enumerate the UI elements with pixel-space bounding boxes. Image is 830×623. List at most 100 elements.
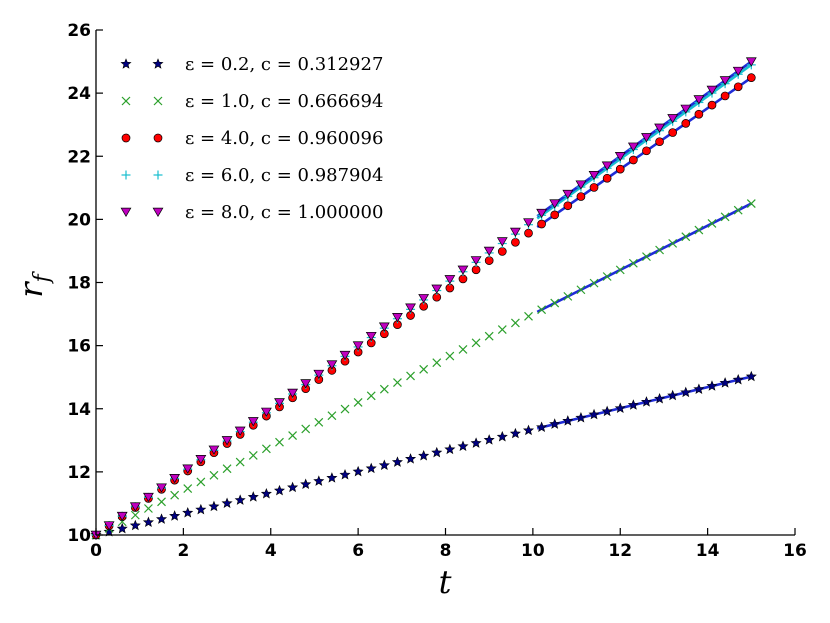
point-4-28: [457, 265, 469, 275]
point-1-7: [183, 484, 193, 494]
point-0-1: [103, 526, 115, 537]
point-4-38: [588, 170, 600, 181]
point-0-19: [339, 468, 351, 480]
point-2-42: [642, 146, 651, 156]
fit-line-1: [536, 202, 752, 314]
point-1-24-stroke-b: [406, 371, 415, 381]
point-0-26: [431, 446, 443, 458]
point-1-23: [393, 378, 402, 387]
point-1-5: [157, 497, 166, 507]
fit-line-3: [536, 63, 753, 220]
legend-marker-1-a: [121, 96, 131, 106]
point-0-14: [273, 484, 286, 496]
point-1-45-stroke-b: [681, 232, 691, 242]
legend-entry-0: ε = 0.2, c = 0.312927: [120, 54, 383, 75]
point-1-10: [222, 464, 232, 474]
point-0-41: [627, 399, 639, 410]
legend-entry-3: ε = 6.0, c = 0.987904: [121, 165, 383, 186]
point-1-26-stroke-b: [432, 358, 442, 368]
point-0-3: [129, 519, 141, 531]
point-0-18: [326, 472, 338, 483]
point-1-44-stroke-b: [668, 238, 678, 248]
point-1-9: [209, 470, 219, 480]
point-4-23: [392, 313, 403, 323]
y-tick-label-5: 20: [67, 210, 91, 230]
point-0-5: [156, 513, 168, 524]
point-0-2: [116, 522, 128, 534]
point-1-13-stroke-b: [261, 444, 271, 454]
legend-label-3: ε = 6.0, c = 0.987904: [185, 165, 383, 186]
point-0-24: [405, 453, 417, 464]
y-axis-label: rf: [12, 270, 55, 297]
point-1-50-stroke-b: [746, 199, 756, 209]
data-points: [90, 57, 757, 541]
y-tick-label-8: 26: [67, 21, 91, 41]
point-1-45: [681, 232, 691, 242]
point-1-41: [628, 258, 638, 268]
point-1-4: [144, 504, 153, 513]
point-4-7: [182, 464, 194, 474]
point-1-3: [130, 510, 140, 520]
point-2-33: [524, 228, 533, 238]
point-0-21: [365, 462, 377, 474]
point-1-46-stroke-b: [694, 225, 704, 235]
series-0: [90, 370, 757, 540]
legend-marker-4-a: [120, 207, 132, 218]
point-2-47: [707, 100, 717, 110]
point-4-3: [129, 502, 141, 512]
point-1-48-stroke-b: [720, 212, 730, 222]
legend-entry-1: ε = 1.0, c = 0.666694: [121, 91, 383, 112]
point-1-19-stroke-b: [340, 404, 350, 414]
y-tick-label-3: 16: [67, 337, 91, 357]
point-4-43: [654, 123, 665, 133]
point-1-47-stroke-b: [707, 219, 717, 228]
point-1-4-stroke-b: [144, 504, 153, 513]
point-2-43: [655, 137, 664, 147]
point-1-6: [170, 490, 180, 500]
point-1-16: [301, 424, 311, 434]
point-1-21-stroke-b: [366, 391, 376, 401]
point-1-42-stroke-b: [642, 252, 651, 262]
point-1-49: [733, 205, 743, 215]
point-1-48: [720, 212, 730, 222]
legend-label-4: ε = 8.0, c = 1.000000: [185, 202, 383, 223]
point-1-25-stroke-b: [419, 364, 429, 374]
x-tick-label-5: 10: [521, 541, 545, 561]
point-1-29: [471, 338, 481, 348]
point-0-38: [588, 408, 600, 420]
point-1-15-stroke-b: [288, 431, 298, 441]
point-0-7: [182, 507, 194, 518]
point-4-2: [116, 511, 128, 522]
point-0-44: [667, 389, 679, 401]
point-0-22: [378, 459, 390, 470]
point-1-30-stroke-b: [484, 331, 494, 341]
point-4-12: [247, 417, 259, 427]
legend-entry-4: ε = 8.0, c = 1.000000: [120, 202, 383, 223]
point-2-48: [720, 91, 730, 101]
point-2-45: [681, 119, 691, 128]
point-1-43: [655, 245, 664, 255]
point-0-16: [300, 478, 312, 490]
point-1-31: [497, 325, 507, 334]
point-1-18-stroke-b: [327, 411, 337, 421]
point-1-39-stroke-b: [602, 272, 612, 281]
point-4-47: [706, 85, 718, 95]
point-1-38-stroke-b: [589, 278, 599, 288]
point-0-39: [601, 405, 613, 417]
point-0-23: [391, 456, 403, 467]
point-1-35-stroke-b: [550, 298, 560, 308]
legend-marker-1-a-stroke-b: [121, 96, 131, 106]
point-1-26: [432, 358, 442, 368]
point-0-6: [169, 510, 181, 521]
point-0-10: [221, 497, 233, 509]
point-4-19: [339, 350, 351, 361]
point-1-44: [668, 238, 678, 248]
point-2-38: [589, 183, 599, 192]
x-axis-label: t: [439, 563, 452, 601]
point-4-25: [418, 294, 430, 304]
point-1-14: [275, 437, 284, 447]
point-1-11-stroke-b: [235, 457, 245, 467]
point-1-17-stroke-b: [314, 417, 324, 427]
point-2-37: [576, 192, 586, 201]
point-4-22: [378, 322, 390, 332]
